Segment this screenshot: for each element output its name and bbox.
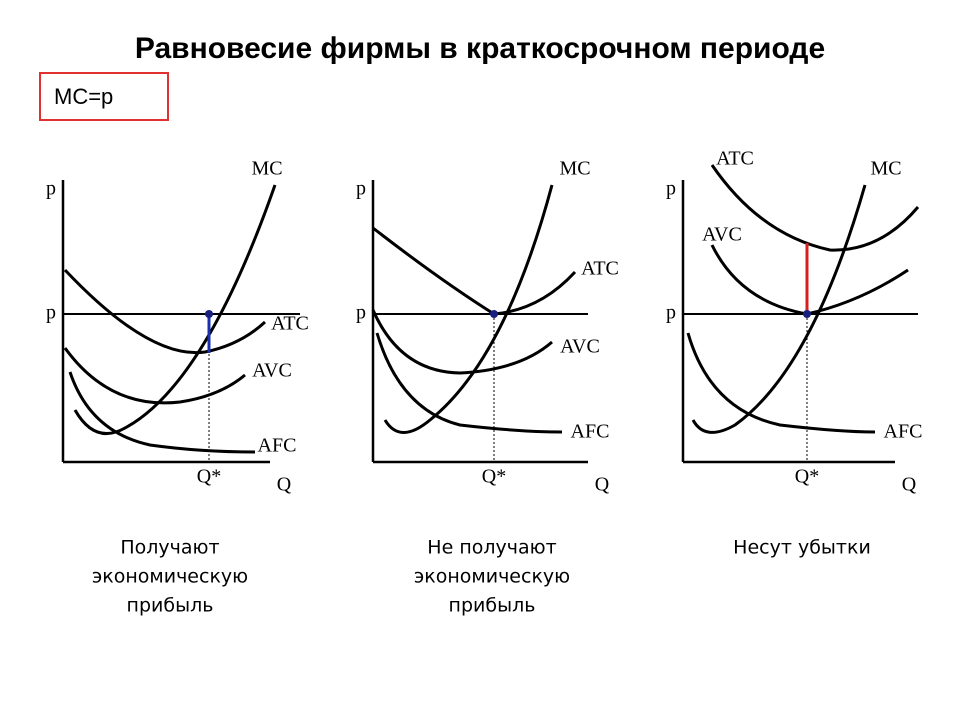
equilibrium-point [205,310,213,318]
caption: Получают [120,537,219,559]
equilibrium-point [490,310,498,318]
mc-curve [73,184,277,436]
afc-curve [375,332,563,434]
x-axis-label: Q [902,474,917,496]
atc-curve [372,226,577,316]
avc-curve [371,309,553,375]
afc-label: AFC [258,435,297,457]
y-axis-label: p [666,178,676,200]
atc-label: ATC [716,148,754,170]
mc-curve [383,184,554,434]
afc-label: AFC [884,421,923,443]
caption: экономическую [414,566,570,588]
afc-label: AFC [571,421,610,443]
avc-curve [710,244,909,316]
avc-label: AVC [252,360,292,382]
atc-label: ATC [271,313,309,335]
caption: Не получают [427,537,556,559]
atc-curve [63,268,267,355]
x-axis-label: Q [277,474,292,496]
caption: прибыль [449,595,536,617]
formula: MC=p [54,84,113,109]
caption: прибыль [127,595,214,617]
atc-label: ATC [581,258,619,280]
caption: Несут убытки [733,537,871,559]
afc-curve [68,371,256,454]
formula-box [39,72,169,121]
mc-label: MC [559,158,590,180]
equilibrium-label: Q* [482,466,506,488]
price-label: p [666,302,676,324]
caption: экономическую [92,566,248,588]
x-axis-label: Q [595,474,610,496]
avc-label: AVC [702,224,742,246]
title: Равновесие фирмы в краткосрочном периоде [135,32,825,65]
mc-label: MC [251,158,282,180]
y-axis-label: p [356,178,366,200]
mc-curve [691,184,867,434]
price-label: p [356,302,366,324]
avc-label: AVC [560,336,600,358]
atc-curve [710,164,920,252]
avc-curve [63,347,246,405]
equilibrium-label: Q* [795,466,819,488]
equilibrium-point [803,310,811,318]
y-axis-label: p [46,178,56,200]
price-label: p [46,302,56,324]
afc-curve [686,332,876,434]
equilibrium-label: Q* [197,466,221,488]
mc-label: MC [870,158,901,180]
